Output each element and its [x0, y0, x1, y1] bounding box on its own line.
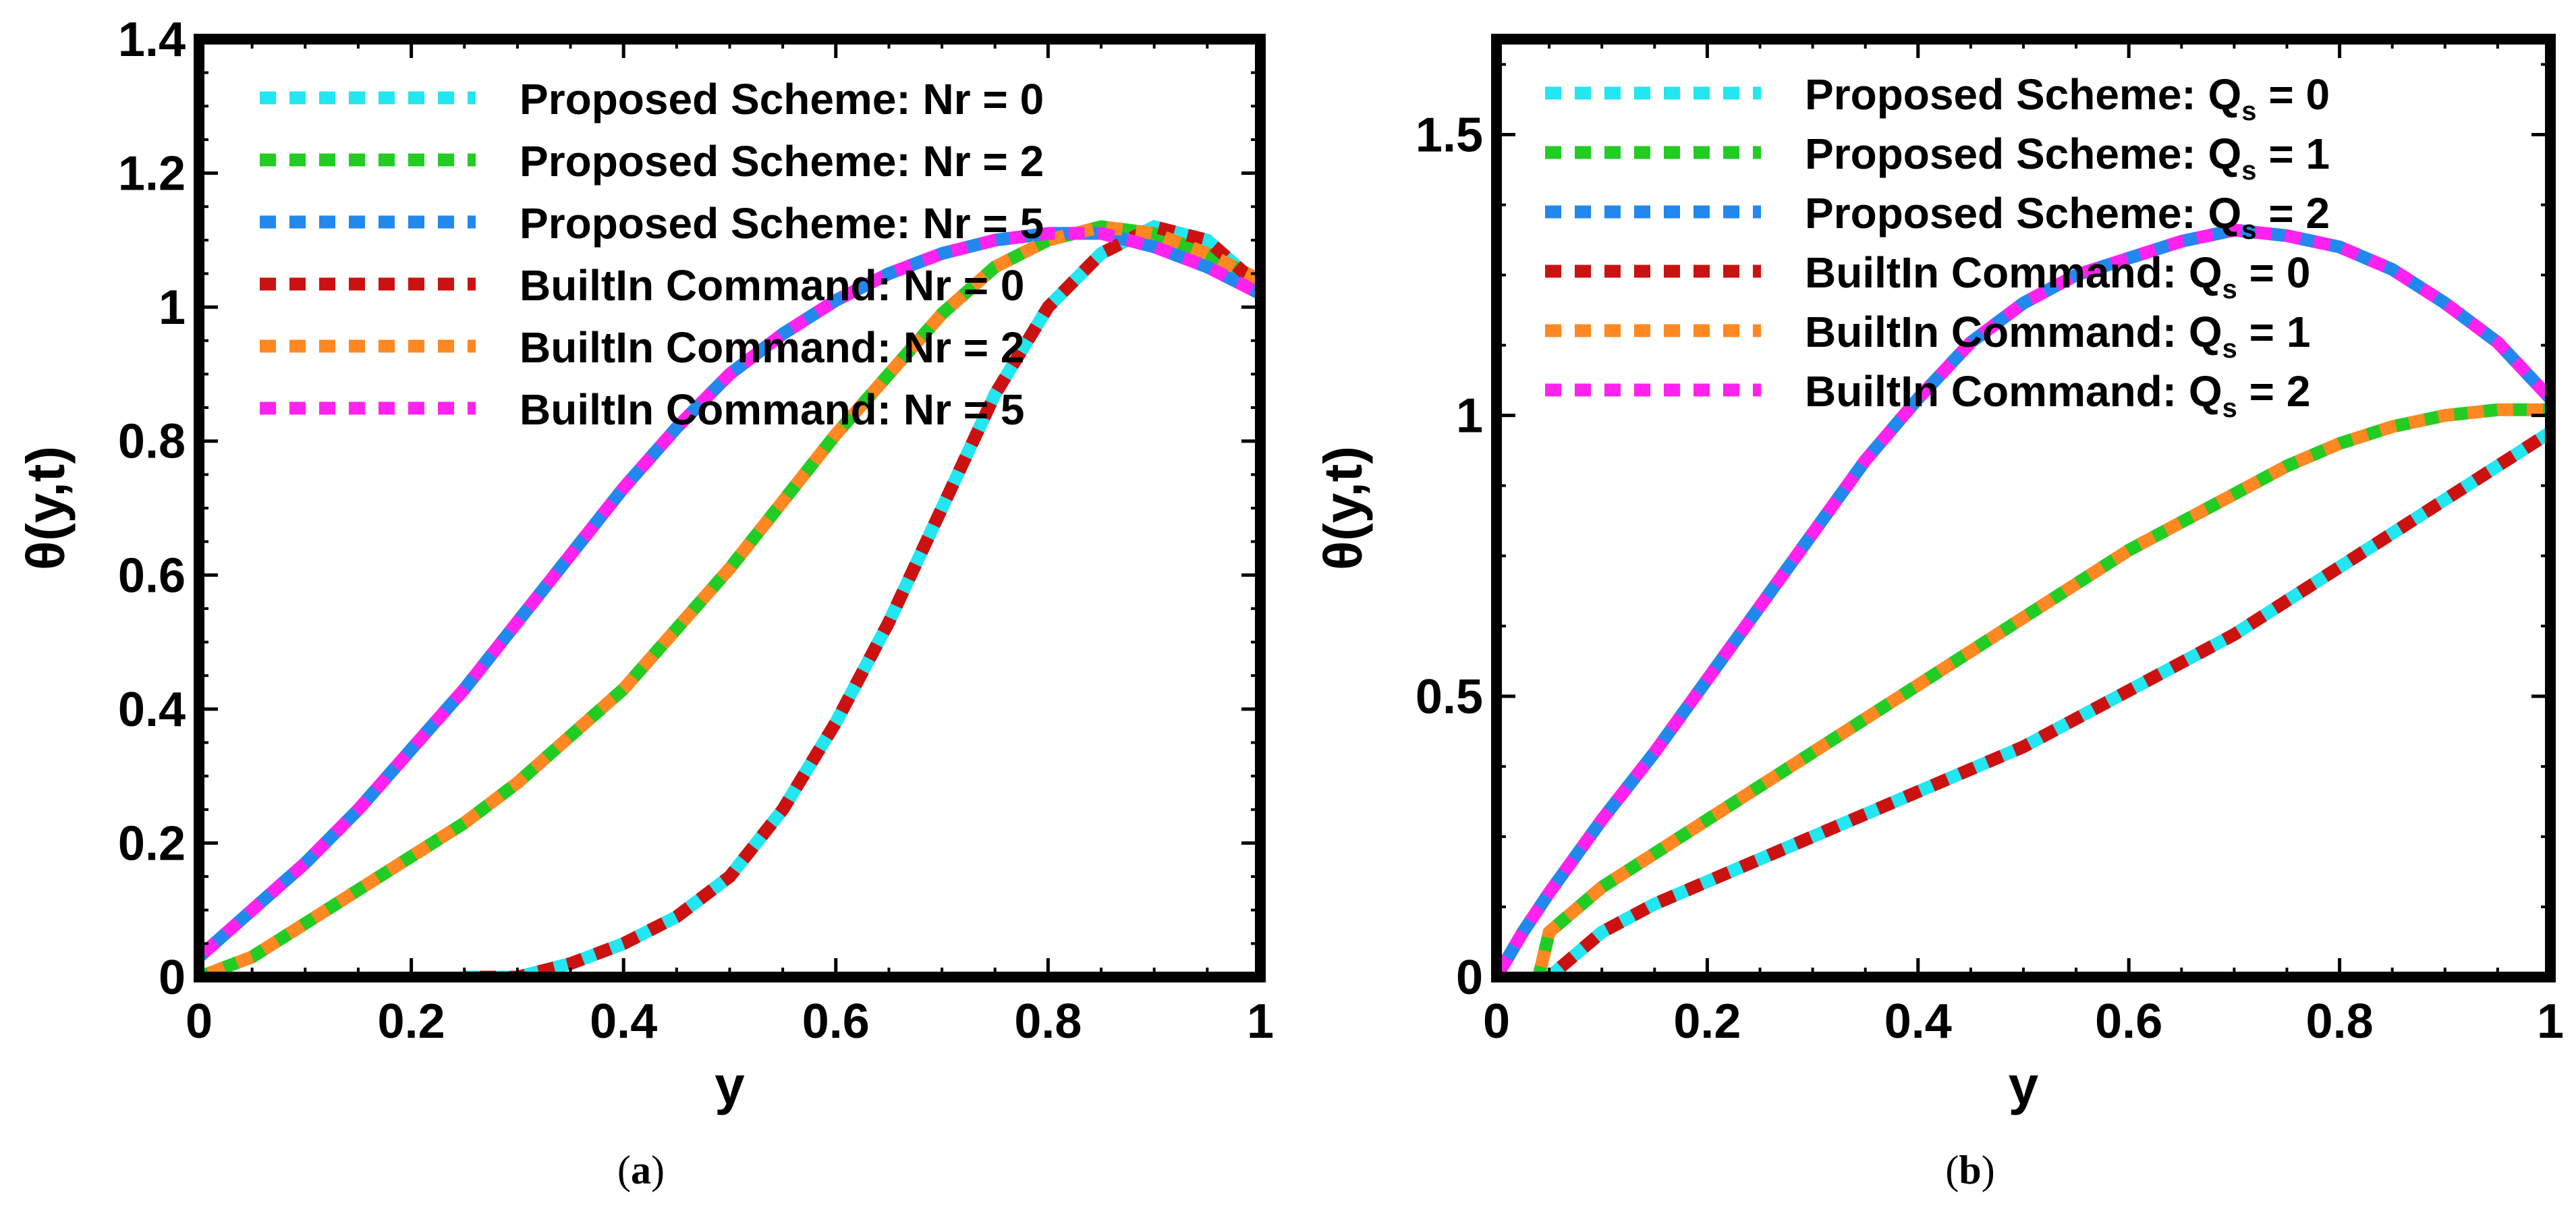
y-axis-label: θ(y,t) [1313, 446, 1373, 570]
x-tick-label: 0.4 [590, 995, 657, 1049]
series-line-2 [1532, 403, 2550, 977]
x-tick-label: 0 [1483, 995, 1510, 1049]
y-tick-label: 0.4 [118, 683, 186, 737]
legend-label: BuiltIn Command: Qs = 0 [1805, 248, 2310, 304]
chart-panel-a: 0 0.2 0.4 0.6 0.8 1 0 0.2 0.4 0.6 0.8 1 1.2 1.4 y θ(y,t… [16, 13, 1274, 1115]
y-tick-label: 0.6 [118, 549, 186, 603]
y-tick-label: 1 [1456, 389, 1483, 443]
x-tick-label: 0.2 [1673, 995, 1741, 1049]
series-line-5 [1532, 403, 2550, 977]
y-tick-label: 1.2 [118, 147, 186, 201]
y-tick-label: 0.5 [1416, 670, 1483, 724]
legend-label: BuiltIn Command: Nr = 0 [520, 261, 1025, 310]
legend-label: Proposed Scheme: Nr = 5 [520, 199, 1044, 248]
plot-frame [194, 34, 1266, 982]
y-tick-label: 1.4 [118, 13, 186, 67]
legend-label: Proposed Scheme: Qs = 0 [1805, 70, 2330, 126]
series-line-4 [1544, 426, 2550, 977]
x-tick-label: 0 [186, 995, 213, 1049]
y-tick-label: 0 [159, 951, 186, 1005]
series-line-3 [1496, 223, 2550, 977]
y-tick-label: 0 [1456, 951, 1483, 1005]
legend-label: BuiltIn Command: Qs = 2 [1805, 367, 2310, 423]
x-axis-label: y [715, 1055, 745, 1115]
x-tick-label: 0.8 [2306, 995, 2374, 1049]
series-line-4 [464, 219, 1260, 977]
legend-label: Proposed Scheme: Qs = 2 [1805, 189, 2330, 245]
plot-frame [1491, 34, 2556, 982]
y-tick-label: 1.5 [1416, 108, 1483, 162]
y-tick-label: 0.2 [118, 816, 186, 870]
series-group [1496, 223, 2550, 977]
y-tick-label: 0.8 [118, 415, 186, 469]
x-tick-label: 0.4 [1884, 995, 1952, 1049]
chart-panel-b: 0 0.2 0.4 0.6 0.8 1 0 0.5 1 1.5 y θ(y,t) Proposed Sc… [1313, 34, 2564, 1115]
series-group [199, 219, 1260, 977]
x-tick-label: 0.2 [378, 995, 445, 1049]
legend-label: Proposed Scheme: Nr = 2 [520, 137, 1044, 186]
legend-label: BuiltIn Command: Qs = 1 [1805, 308, 2310, 364]
legend: Proposed Scheme: Nr = 0 Proposed Scheme: … [260, 75, 1044, 434]
panel-label-a: (a) [617, 1148, 665, 1192]
series-line-1 [1544, 426, 2550, 977]
x-axis-label: y [2009, 1055, 2039, 1115]
panel-label-b: (b) [1945, 1148, 1995, 1192]
x-tick-label: 1 [2537, 995, 2564, 1049]
legend-label: BuiltIn Command: Nr = 2 [520, 323, 1025, 372]
y-tick-label: 1 [159, 281, 186, 335]
x-tick-label: 1 [1247, 995, 1274, 1049]
x-tick-label: 0.6 [802, 995, 870, 1049]
x-tick-label: 0.8 [1014, 995, 1082, 1049]
legend-label: Proposed Scheme: Nr = 0 [520, 75, 1044, 123]
legend-label: BuiltIn Command: Nr = 5 [520, 385, 1025, 434]
series-line-6 [199, 227, 1260, 962]
x-tick-label: 0.6 [2095, 995, 2162, 1049]
y-axis-label: θ(y,t) [16, 446, 76, 570]
legend-label: Proposed Scheme: Qs = 1 [1805, 130, 2330, 186]
